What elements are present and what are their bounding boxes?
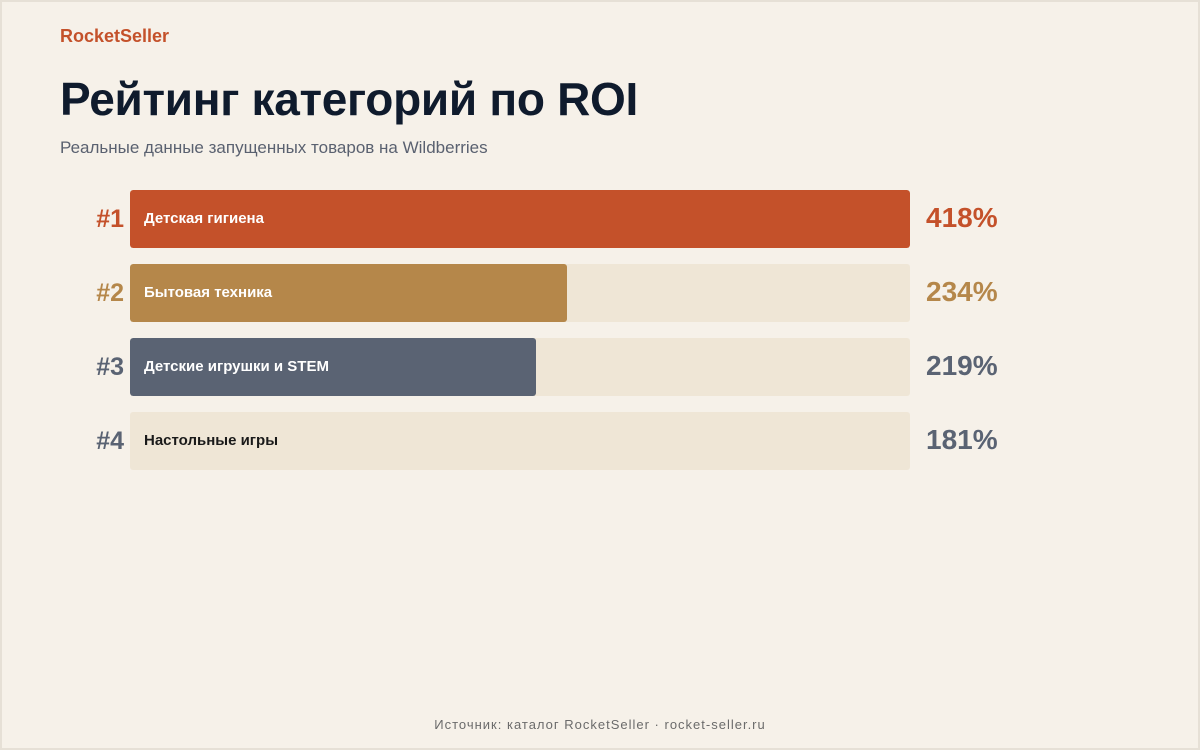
category-label: Настольные игры	[144, 432, 279, 449]
bar-track: Настольные игры	[130, 412, 910, 470]
brand-logo-text: RocketSeller	[60, 26, 170, 46]
value-label: 181%	[926, 424, 998, 455]
page-title: Рейтинг категорий по ROI	[60, 73, 638, 125]
value-label: 418%	[926, 202, 998, 233]
source-footnote: Источник: каталог RocketSeller · rocket-…	[434, 717, 766, 732]
bar-track: Детская гигиена	[130, 190, 910, 248]
value-label: 234%	[926, 276, 998, 307]
category-label: Бытовая техника	[144, 284, 273, 301]
bar	[130, 264, 567, 322]
category-label: Детская гигиена	[144, 210, 264, 227]
category-label: Детские игрушки и STEM	[144, 358, 329, 375]
bar-track: Бытовая техника	[130, 264, 910, 322]
bar-track: Детские игрушки и STEM	[130, 338, 910, 396]
rank-label: #3	[96, 353, 124, 381]
rank-label: #1	[96, 205, 124, 233]
rank-label: #2	[96, 279, 124, 307]
value-label: 219%	[926, 350, 998, 381]
bar	[130, 190, 910, 248]
bar	[130, 338, 536, 396]
page-subtitle: Реальные данные запущенных товаров на Wi…	[60, 138, 488, 157]
rank-label: #4	[96, 427, 124, 455]
